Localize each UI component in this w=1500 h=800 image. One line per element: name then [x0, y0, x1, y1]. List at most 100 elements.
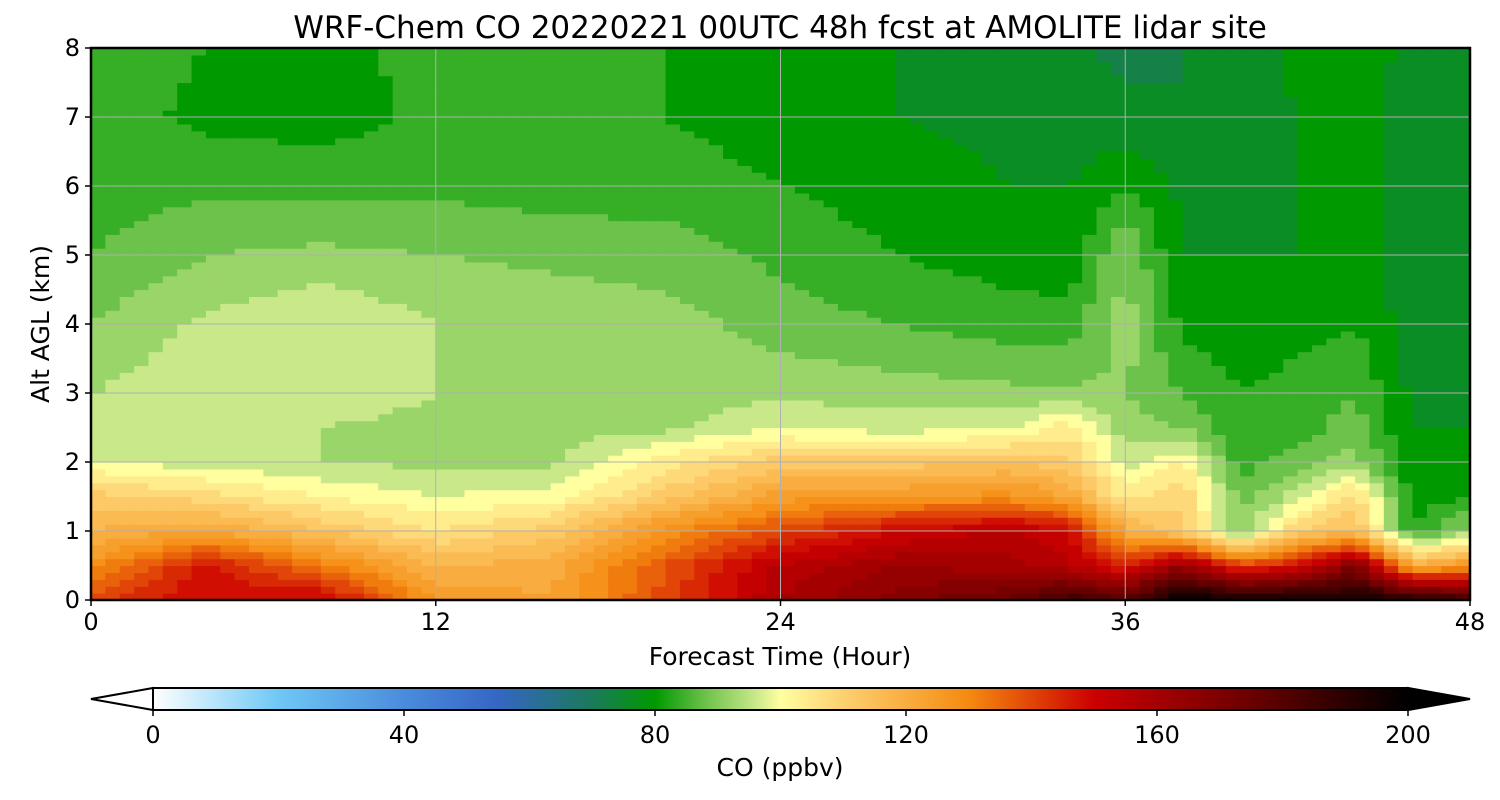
field-cell	[679, 179, 695, 187]
field-cell	[205, 48, 221, 56]
field-cell	[565, 268, 580, 277]
field-cell	[895, 165, 911, 173]
field-cell	[191, 434, 207, 442]
field-cell	[378, 255, 394, 263]
field-cell	[464, 351, 480, 360]
field-cell	[622, 206, 638, 215]
field-cell	[952, 379, 968, 387]
field-cell	[895, 524, 911, 532]
field-cell	[895, 317, 911, 325]
field-cell	[622, 386, 638, 394]
field-cell	[378, 565, 394, 573]
field-cell	[421, 117, 437, 125]
field-cell	[493, 537, 509, 546]
field-cell	[407, 351, 422, 360]
field-cell	[550, 448, 566, 456]
field-cell	[105, 503, 121, 511]
field-cell	[823, 192, 839, 201]
field-cell	[608, 358, 624, 366]
field-cell	[794, 206, 810, 215]
field-cell	[521, 220, 537, 228]
field-cell	[881, 137, 897, 146]
field-cell	[952, 268, 968, 277]
field-cell	[421, 537, 437, 546]
field-cell	[852, 199, 868, 208]
field-cell	[766, 420, 782, 429]
field-cell	[622, 110, 638, 118]
field-cell	[105, 468, 121, 477]
field-cell	[105, 54, 121, 63]
field-cell	[723, 48, 738, 56]
field-cell	[536, 462, 552, 470]
field-cell	[536, 48, 552, 56]
field-cell	[866, 303, 882, 311]
field-cell	[220, 137, 236, 146]
field-cell	[234, 137, 250, 146]
field-cell	[521, 413, 537, 422]
field-cell	[162, 179, 178, 187]
field-cell	[579, 103, 595, 111]
field-cell	[694, 393, 710, 401]
field-cell	[780, 234, 796, 242]
field-cell	[392, 151, 408, 159]
field-cell	[493, 510, 509, 518]
field-cell	[967, 330, 983, 339]
field-cell	[119, 510, 135, 518]
field-cell	[421, 172, 437, 180]
field-cell	[952, 420, 968, 429]
field-cell	[938, 358, 954, 366]
field-cell	[536, 54, 552, 63]
field-cell	[306, 220, 322, 228]
field-cell	[220, 372, 236, 380]
field-cell	[852, 68, 868, 77]
field-cell	[723, 448, 738, 456]
field-cell	[407, 158, 422, 166]
field-cell	[320, 448, 336, 456]
field-cell	[249, 406, 264, 415]
field-cell	[665, 275, 681, 284]
field-cell	[723, 317, 738, 325]
field-cell	[464, 96, 480, 104]
field-cell	[435, 468, 451, 477]
field-cell	[737, 337, 753, 346]
field-cell	[837, 310, 853, 318]
field-cell	[191, 579, 207, 587]
field-cell	[249, 234, 264, 242]
field-cell	[234, 282, 250, 291]
field-cell	[679, 227, 695, 235]
field-cell	[349, 489, 365, 498]
field-cell	[866, 586, 882, 594]
field-cell	[263, 475, 279, 484]
field-cell	[450, 199, 466, 208]
field-cell	[392, 296, 408, 304]
field-cell	[191, 275, 207, 284]
field-cell	[450, 241, 466, 249]
field-cell	[464, 158, 480, 166]
field-cell	[766, 158, 782, 166]
field-cell	[292, 586, 308, 594]
field-cell	[249, 468, 264, 477]
field-cell	[177, 379, 193, 387]
field-cell	[579, 110, 595, 118]
field-cell	[263, 206, 279, 215]
field-cell	[837, 179, 853, 187]
field-cell	[148, 310, 164, 318]
field-cell	[177, 579, 193, 587]
field-cell	[967, 537, 983, 546]
field-cell	[148, 255, 164, 263]
field-cell	[363, 172, 379, 180]
field-cell	[464, 103, 480, 111]
field-cell	[335, 241, 351, 249]
field-cell	[809, 358, 825, 366]
field-cell	[148, 234, 164, 242]
field-cell	[550, 289, 566, 297]
field-cell	[392, 289, 408, 297]
field-cell	[263, 179, 279, 187]
field-cell	[105, 158, 121, 166]
field-cell	[421, 448, 437, 456]
field-cell	[823, 482, 839, 491]
field-cell	[794, 303, 810, 311]
field-cell	[177, 358, 193, 366]
field-cell	[205, 551, 221, 560]
field-cell	[177, 234, 193, 242]
